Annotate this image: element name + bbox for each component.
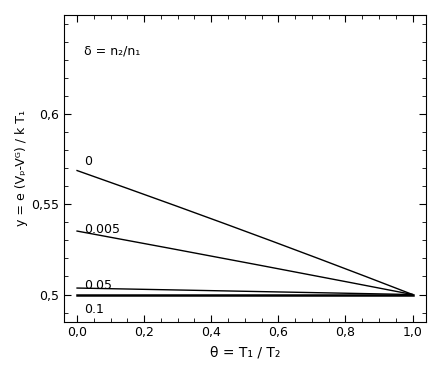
- Y-axis label: y = e (Vₚ-Vᴳ) / k T₁: y = e (Vₚ-Vᴳ) / k T₁: [15, 110, 28, 226]
- X-axis label: θ = T₁ / T₂: θ = T₁ / T₂: [209, 345, 280, 359]
- Text: 0.005: 0.005: [84, 223, 120, 236]
- Text: 0.05: 0.05: [84, 279, 112, 292]
- Text: δ = n₂/n₁: δ = n₂/n₁: [84, 45, 140, 58]
- Text: 0.1: 0.1: [84, 303, 104, 316]
- Text: 0: 0: [84, 155, 92, 168]
